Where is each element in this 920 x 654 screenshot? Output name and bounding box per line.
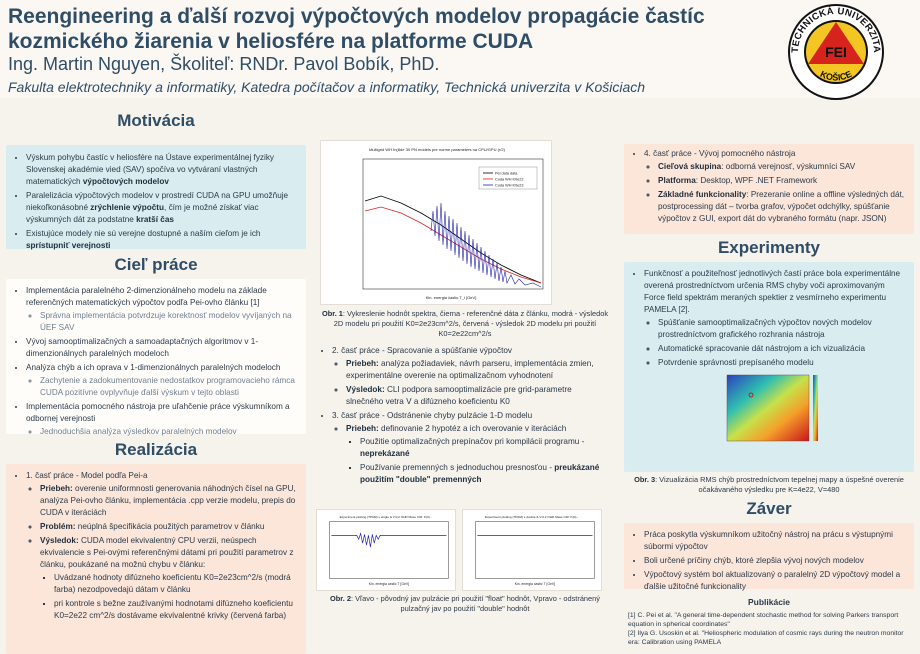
experimenty-heading: Experimenty [717,238,821,257]
ciel-subitem: Správna implementácia potvrdzuje korektn… [40,310,298,334]
realizacia-problem: Problém: neúplná špecifikácia použitých … [40,521,298,533]
affiliation: Fakulta elektrotechniky a informatiky, K… [8,79,646,95]
reference-item: [1] C. Pei et al. "A general time-depend… [628,612,899,628]
fig2-right-title: Experiment plotting (TPAM) s double & V:… [485,515,579,519]
experimenty-box: Funkčnosť a použiteľnosť jednotlivých ča… [624,262,914,472]
zaver-item: Výpočtový systém bol aktualizovaný o par… [644,569,906,593]
fig1-series-blue [430,202,542,288]
realizacia-box: 1. časť práce - Model podľa Pei-a Priebe… [6,464,306,654]
fig2-left-plot: Experiment plotting (TPAM) s single & V:… [316,509,456,591]
fig2-right-xlabel: Kin. energia castic T [GeV] [515,582,555,586]
zaver-heading: Záver [746,499,792,518]
part3-title: 3. časť práce - Odstránenie chyby pulzác… [332,410,610,486]
column-right: 4. časť práce - Vývoj pomocného nástroja… [624,144,914,647]
experimenty-text: Funkčnosť a použiteľnosť jednotlivých ča… [644,268,906,369]
ciel-subitem: Zachytenie a zadokumentovanie nedostatko… [40,375,298,399]
ciel-item: Implementácia paralelného 2-dimenzionáln… [26,285,298,334]
zaver-item: Práca poskytla výskumníkom užitočný nást… [644,529,906,553]
part3-sub2: Používanie premenných s jednoduchou pres… [360,462,610,486]
header: Reengineering a ďalší rozvoj výpočtových… [0,0,920,100]
column-left: Motivácia Výskum pohybu častíc v heliosf… [6,104,306,654]
logo-bottom-text: KOŠICE [819,69,854,83]
rms-heatmap [726,374,818,442]
column-middle: Multigrid WH In(8d/r 30 PN models pre no… [316,140,614,614]
fig1-legend-0: Pei data data [495,172,518,176]
figure-1-spectrum-plot: Multigrid WH In(8d/r 30 PN models pre no… [320,140,552,305]
realizacia-priebeh: Priebeh: overenie uniformnosti generovan… [40,483,298,519]
motivacia-box: Výskum pohybu častíc v heliosfére na Úst… [6,145,306,252]
fig1-plot-title: Multigrid WH In(8d/r 30 PN models pre no… [369,147,505,152]
part2-vysledok: Výsledok: CLI podpora samooptimalizácie … [346,384,610,408]
ciel-subitem: Jednoduchšia analýza výsledkov paralelný… [40,426,298,438]
figure-2-caption: Obr. 2: Vľavo - pôvodný jav pulzácie pri… [330,594,600,613]
fig2-left-xlabel: Kin. energia castic T [GeV] [369,582,409,586]
figure-2-plots: Experiment plotting (TPAM) s single & V:… [316,509,614,591]
fig1-legend-2: Cuda WH K0e23 [495,184,524,188]
poster-title: Reengineering a ďalší rozvoj výpočtových… [8,5,705,53]
realizacia-subitem: Uvádzané hodnoty difúzneho koeficientu K… [54,572,298,596]
svg-text:KOŠICE: KOŠICE [819,69,854,83]
realizacia-part1: 1. časť práce - Model podľa Pei-a Priebe… [26,470,298,622]
ciel-item: Vývoj samooptimalizačných a samoadaptačn… [26,336,298,360]
part4-funkcionality: Základné funkcionality: Prezeranie onlin… [658,189,906,225]
ciel-item: Analýza chýb a ich oprava v 1-dimenzioná… [26,362,298,399]
ciel-box: Implementácia paralelného 2-dimenzionáln… [6,279,306,436]
publikacie-list: [1] C. Pei et al. "A general time-depend… [624,611,914,647]
fig1-series-red [364,206,542,284]
spectrum-chart: Multigrid WH In(8d/r 30 PN models pre no… [362,147,544,300]
reference-item: [2] Ilya G. Usoskin et al. "Heliospheric… [628,630,904,646]
part2-priebeh: Priebeh: analýza požiadaviek, návrh pars… [346,358,610,382]
motivacia-heading: Motivácia [117,111,195,130]
fig1-legend-1: Cuda WH K0e22 [495,178,524,182]
part4-platforma: Platforma: Desktop, WPF .NET Framework [658,175,906,187]
fig2-left-title: Experiment plotting (TPAM) s single & V:… [340,515,433,519]
motivacia-item: Výskum pohybu častíc v heliosfére na Úst… [26,152,298,188]
experimenty-subitem: Potvrdenie správnosti prepísaného modelu [658,357,906,369]
part4-cielova-skupina: Cieľová skupina: odborná verejnosť, výsk… [658,161,906,173]
part4-title: 4. časť práce - Vývoj pomocného nástroja… [644,148,906,225]
fig2-right-plot: Experiment plotting (TPAM) s double & V:… [462,509,602,591]
experimenty-subitem: Automatické spracovanie dát nástrojom a … [658,343,906,355]
part2-title: 2. časť práce - Spracovanie a spúšťanie … [332,345,610,408]
zaver-box: Práca poskytla výskumníkom užitočný nást… [624,523,914,591]
fig1-xlabel: Kin. energia častic T_i [GeV] [426,295,477,300]
author-line: Ing. Martin Nguyen, Školiteľ: RNDr. Pavo… [8,54,440,74]
motivacia-item: Existujúce modely nie sú verejne dostupn… [26,228,298,252]
part3-priebeh: Priebeh: definovanie 2 hypotéz a ich ove… [346,423,610,486]
experimenty-subitem: Spúšťanie samooptimalizačných výpočtov n… [658,317,906,341]
part3-sub1: Použitie optimalizačných prepínačov pri … [360,436,610,460]
parts-2-3-text: 2. časť práce - Spracovanie a spúšťanie … [316,345,614,505]
publikacie-heading: Publikácie [747,597,791,607]
zaver-item: Boli určené príčiny chýb, ktoré zlepšia … [644,555,906,567]
university-logo: TECHNICKÁ UNIVERZITA KOŠICE FEI [788,4,884,100]
figure-3-caption: Obr. 3: Vizualizácia RMS chýb prostrední… [634,475,904,494]
realizacia-vysledok: Výsledok: CUDA model ekvivalentný CPU ve… [40,535,298,622]
logo-center-text: FEI [825,44,847,60]
figure-1-caption: Obr. 1: Vykreslenie hodnôt spektra, čier… [321,309,609,338]
fig1-series-black [364,195,542,284]
part4-box: 4. časť práce - Vývoj pomocného nástroja… [624,144,914,234]
ciel-item: Implementácia pomocného nástroja pre uľa… [26,401,298,438]
motivacia-item: Paralelizácia výpočtových modelov v pros… [26,190,298,226]
realizacia-subitem: pri kontrole s bežne zaužívanými hodnota… [54,598,298,622]
ciel-heading: Cieľ práce [114,255,198,274]
realizacia-heading: Realizácia [114,440,198,459]
